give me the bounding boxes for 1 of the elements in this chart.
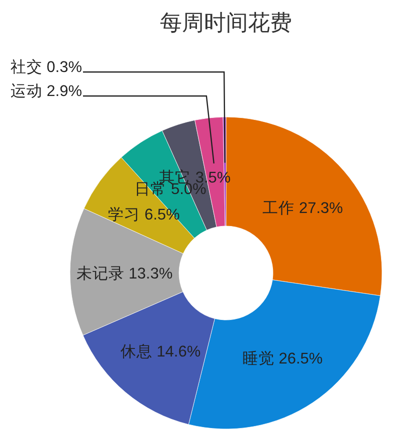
title: 每周时间花费 — [160, 10, 292, 35]
